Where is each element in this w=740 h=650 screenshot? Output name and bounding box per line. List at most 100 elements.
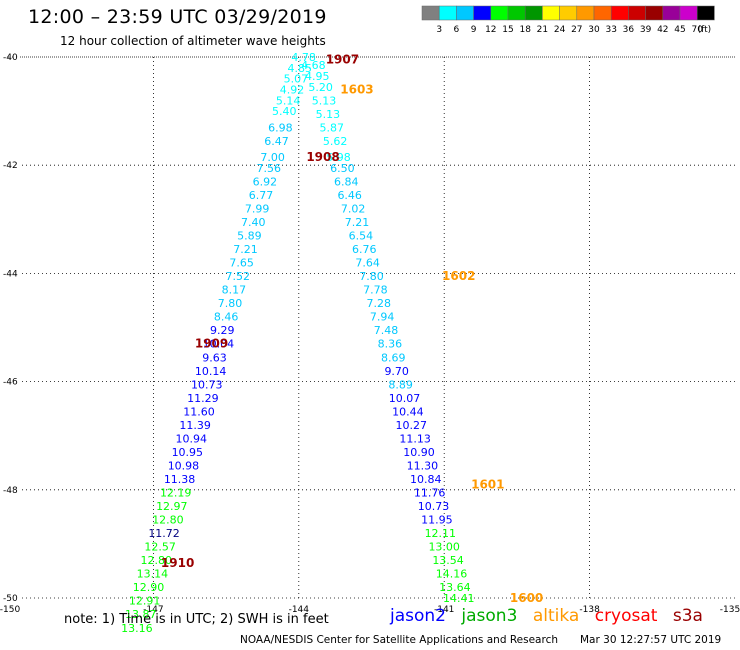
wave-height-value: 9.63 [202, 351, 227, 364]
wave-height-value: 10.14 [195, 365, 227, 378]
wave-height-value: 12.80 [141, 554, 173, 567]
wave-height-value: 5.14 [276, 94, 301, 107]
wave-height-value: 7.65 [229, 257, 254, 270]
satellite-altika: altika [532, 606, 580, 626]
wave-height-value: 8.17 [222, 284, 247, 297]
wave-height-value: 5.13 [316, 108, 341, 121]
chart-subtitle: 12 hour collection of altimeter wave hei… [60, 34, 326, 48]
wave-height-value: 7.80 [218, 297, 243, 310]
scale-swatch [438, 5, 457, 21]
scale-swatch [593, 5, 612, 21]
wave-height-value: 5.20 [308, 81, 333, 94]
scale-label: 9 [471, 25, 477, 35]
wave-height-value: 11.29 [187, 392, 219, 405]
wave-height-value: 10.04 [203, 338, 235, 351]
scale-label: 33 [605, 25, 616, 35]
wave-height-value: 11.60 [183, 405, 215, 418]
wave-height-value: 6.92 [253, 175, 278, 188]
y-tick-label: -46 [3, 378, 18, 388]
wave-height-value: 11.38 [164, 473, 196, 486]
wave-height-value: 9.70 [384, 365, 409, 378]
scale-swatch [696, 5, 715, 21]
units-note: note: 1) Time is in UTC; 2) SWH is in fe… [64, 612, 329, 627]
wave-height-value: 10.27 [395, 419, 427, 432]
scale-label: 24 [554, 25, 566, 35]
wave-height-value: 11.13 [399, 432, 431, 445]
wave-height-value: 6.84 [334, 175, 359, 188]
scale-label: 70 [691, 25, 703, 35]
wave-height-value: 4.92 [280, 83, 305, 96]
scale-swatch [679, 5, 698, 21]
wave-height-value: 8.36 [378, 338, 403, 351]
wave-height-value: 9.29 [210, 324, 235, 337]
wave-height-value: 11.39 [179, 419, 211, 432]
wave-height-value: 11.30 [407, 459, 439, 472]
wave-height-value: 5.98 [326, 151, 351, 164]
scale-label: 42 [657, 25, 668, 35]
scale-label: 3 [436, 25, 442, 35]
wave-height-value: 12.91 [129, 595, 161, 608]
wave-height-value: 4.85 [288, 62, 313, 75]
scale-label: 12 [485, 25, 496, 35]
wave-height-value: 7.64 [355, 257, 380, 270]
scale-label: 45 [674, 25, 685, 35]
wave-height-value: 6.77 [249, 189, 274, 202]
wave-height-value: 7.28 [367, 297, 392, 310]
scale-label: 18 [519, 25, 531, 35]
scale-swatch [662, 5, 681, 21]
satellite-jason3: jason3 [461, 606, 518, 626]
scale-swatch [473, 5, 492, 21]
scale-swatch [628, 5, 646, 21]
wave-height-value: 7.80 [359, 270, 384, 283]
wave-height-value: 12.80 [152, 514, 184, 527]
wave-height-value: 10.73 [418, 500, 450, 513]
wave-height-value: 10.94 [175, 432, 207, 445]
wave-height-value: 13.00 [428, 541, 460, 554]
wave-height-value: 12.11 [425, 527, 457, 540]
wave-height-value: 11.76 [414, 487, 446, 500]
pass-time-label: 1910 [161, 556, 194, 570]
wave-height-value: 7.56 [257, 162, 282, 175]
wave-height-value: 8.69 [381, 351, 406, 364]
scale-label: 39 [640, 25, 652, 35]
wave-height-value: 8.46 [214, 311, 239, 324]
wave-height-value: 10.44 [392, 405, 424, 418]
scale-label: 30 [588, 25, 600, 35]
pass-time-label: 1907 [326, 53, 359, 67]
color-scale-legend: 3 6 9 12 15 18 21 24 27 30 33 36 39 42 45 70(ft) [421, 5, 715, 35]
wave-height-value: 6.50 [330, 162, 355, 175]
wave-height-value: 5.62 [323, 135, 348, 148]
generated-timestamp: Mar 30 12:27:57 UTC 2019 [580, 634, 722, 646]
wave-height-value: 7.99 [245, 202, 270, 215]
y-tick-label: -50 [3, 594, 18, 604]
scale-label: 21 [537, 25, 548, 35]
credit-line: NOAA/NESDIS Center for Satellite Applica… [240, 634, 558, 646]
wave-height-value: 7.00 [260, 151, 285, 164]
satellite-cryosat: cryosat [594, 606, 658, 626]
scale-swatch [542, 5, 560, 21]
wave-height-value: 11.72 [148, 527, 180, 540]
wave-height-value: 10.07 [389, 392, 421, 405]
wave-height-value: 13.54 [432, 554, 464, 567]
pass-time-label: 1908 [306, 150, 339, 164]
scale-swatch [524, 5, 543, 21]
scale-swatch [421, 5, 440, 21]
wave-height-value: 7.48 [374, 324, 399, 337]
wave-height-value: 13.64 [439, 581, 471, 594]
y-tick-label: -48 [3, 486, 18, 496]
pass-time-label: 1603 [340, 82, 373, 96]
y-tick-label: -44 [3, 269, 18, 279]
pass-time-label: 1602 [442, 269, 475, 283]
y-tick-label: -42 [3, 161, 18, 171]
scale-swatch [576, 5, 595, 21]
wave-height-value: 7.78 [363, 284, 388, 297]
wave-height-value: 5.87 [320, 121, 345, 134]
wave-height-value: 10.95 [172, 446, 204, 459]
wave-height-value: 7.21 [233, 243, 258, 256]
scale-label: 27 [571, 25, 582, 35]
wave-height-value: 14.16 [436, 568, 468, 581]
scale-label: 15 [502, 25, 513, 35]
wave-height-value: 4.78 [291, 51, 316, 64]
wave-height-value: 6.47 [264, 135, 289, 148]
